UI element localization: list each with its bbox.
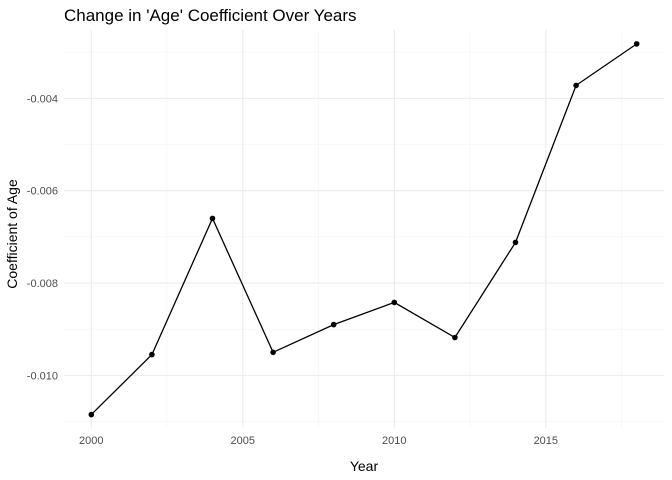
y-tick-label: -0.006	[27, 186, 58, 198]
y-tick-label: -0.008	[27, 278, 58, 290]
minor-gridlines	[64, 30, 664, 428]
data-point	[452, 334, 458, 341]
x-axis-title: Year	[350, 458, 379, 474]
major-gridlines	[64, 30, 664, 428]
data-point	[88, 411, 95, 418]
series-layer	[88, 41, 640, 418]
data-point	[512, 239, 519, 246]
data-point	[209, 215, 216, 222]
chart-title: Change in 'Age' Coefficient Over Years	[64, 6, 357, 25]
data-point	[633, 41, 640, 47]
data-point	[573, 82, 579, 89]
x-tick-label: 2015	[534, 435, 558, 447]
data-point	[391, 299, 398, 306]
x-axis-tick-labels: 2000 2005 2010 2015	[79, 435, 558, 447]
y-tick-label: -0.010	[27, 370, 58, 382]
x-tick-label: 2005	[231, 435, 255, 447]
series-line	[90, 43, 638, 416]
data-point	[330, 321, 337, 328]
data-point	[149, 351, 155, 358]
y-axis-tick-labels: -0.010 -0.008 -0.006 -0.004	[27, 93, 58, 382]
y-axis-title: Coefficient of Age	[4, 179, 20, 289]
y-tick-label: -0.004	[27, 93, 58, 105]
x-tick-label: 2010	[382, 435, 406, 447]
data-point	[270, 349, 276, 356]
x-tick-label: 2000	[79, 435, 103, 447]
